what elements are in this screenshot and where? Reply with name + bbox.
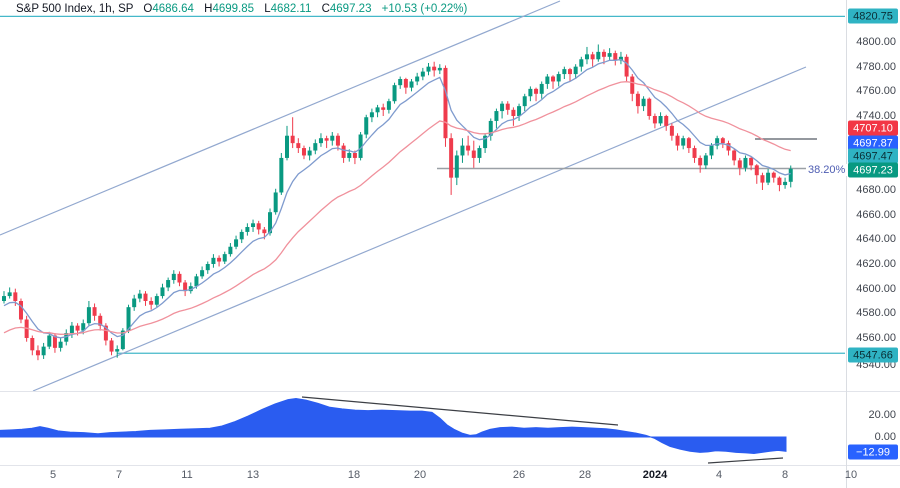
ohlc-header[interactable]: S&P 500 Index, 1h, SP O4686.64 H4699.85 … [16, 3, 467, 15]
change-value: +10.53 (+0.22%) [381, 3, 468, 15]
price-badge: 4697.87 [848, 135, 898, 151]
price-tick: 4580.00 [856, 307, 896, 319]
time-label: 26 [512, 469, 526, 481]
ma-slow-line [3, 81, 791, 335]
price-badge: −12.99 [848, 444, 898, 460]
price-tick: 4620.00 [856, 258, 896, 270]
price-tick: 4800.00 [856, 36, 896, 48]
time-label: 5 [49, 469, 57, 481]
moving-average-lines [3, 58, 791, 339]
indicator-tick: 20.00 [868, 409, 896, 421]
price-badge: 4820.75 [848, 8, 898, 24]
time-axis-separator[interactable] [0, 465, 900, 466]
price-badge: 4707.10 [848, 120, 898, 136]
price-badge: 4697.47 [848, 148, 898, 164]
symbol-title: S&P 500 Index, 1h, SP [16, 3, 134, 15]
time-label: 8 [781, 469, 789, 481]
time-label: 11 [181, 469, 193, 481]
low-value: 4682.11 [270, 3, 312, 15]
price-tick: 4600.00 [856, 283, 896, 295]
price-tick: 4660.00 [856, 209, 896, 221]
time-label: 7 [115, 469, 123, 481]
time-label: 13 [246, 469, 260, 481]
price-tick: 4740.00 [856, 110, 896, 122]
ma-fast-line [3, 58, 791, 339]
fib-percent-label[interactable]: 38.20% [806, 164, 848, 176]
price-tick: 4680.00 [856, 184, 896, 196]
price-badge: 4697.23 [848, 162, 898, 178]
pane-separator[interactable] [0, 391, 900, 392]
indicator-tick: 0.00 [874, 431, 896, 443]
close-label: C [321, 3, 330, 15]
price-badge: 4547.66 [848, 347, 898, 363]
low-label: L [264, 3, 271, 15]
open-label: O [143, 3, 153, 15]
time-label: 18 [347, 469, 361, 481]
price-tick: 4560.00 [856, 332, 896, 344]
open-value: 4686.64 [152, 3, 194, 15]
horizontal-level-lines[interactable] [0, 15, 845, 354]
price-tick: 4780.00 [856, 61, 896, 73]
close-value: 4697.23 [329, 3, 372, 15]
time-label: 2024 [642, 469, 668, 481]
price-tick: 4760.00 [856, 85, 896, 97]
price-tick: 4640.00 [856, 233, 896, 245]
candlestick-series[interactable] [2, 44, 793, 361]
indicator-area-series[interactable] [0, 396, 787, 464]
high-value: 4699.85 [212, 3, 255, 15]
time-label: 4 [715, 469, 723, 481]
time-label: 10 [844, 469, 858, 481]
high-label: H [204, 3, 213, 15]
time-label: 20 [413, 469, 427, 481]
time-label: 28 [578, 469, 592, 481]
price-axis-border [846, 0, 847, 488]
